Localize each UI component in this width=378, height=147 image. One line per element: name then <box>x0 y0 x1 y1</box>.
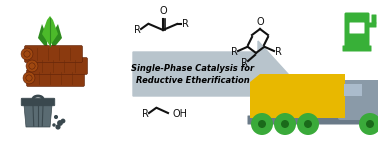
Polygon shape <box>38 24 48 50</box>
Polygon shape <box>42 16 58 46</box>
Text: R: R <box>182 19 189 29</box>
Circle shape <box>359 113 378 135</box>
Text: R: R <box>231 47 237 57</box>
Circle shape <box>57 120 63 126</box>
FancyBboxPatch shape <box>338 80 378 120</box>
FancyBboxPatch shape <box>25 46 82 62</box>
FancyBboxPatch shape <box>29 57 87 75</box>
Circle shape <box>366 120 374 128</box>
Polygon shape <box>344 84 362 96</box>
Circle shape <box>258 120 266 128</box>
FancyBboxPatch shape <box>350 22 364 34</box>
Text: R: R <box>133 25 141 35</box>
FancyBboxPatch shape <box>26 70 85 86</box>
Text: O: O <box>256 17 264 27</box>
Circle shape <box>56 124 60 130</box>
FancyArrow shape <box>133 41 288 107</box>
Circle shape <box>281 120 289 128</box>
Circle shape <box>304 120 312 128</box>
FancyBboxPatch shape <box>342 46 372 51</box>
Text: OH: OH <box>172 109 187 119</box>
Text: R: R <box>142 109 149 119</box>
Polygon shape <box>250 74 345 82</box>
FancyBboxPatch shape <box>248 116 378 125</box>
FancyBboxPatch shape <box>344 12 370 47</box>
Text: R: R <box>274 47 282 57</box>
Text: Single-Phase Catalysis for: Single-Phase Catalysis for <box>132 64 254 72</box>
Text: Reductive Etherification: Reductive Etherification <box>136 76 250 85</box>
Polygon shape <box>52 24 62 50</box>
Circle shape <box>60 119 65 123</box>
Polygon shape <box>24 105 52 127</box>
Circle shape <box>54 115 58 119</box>
Circle shape <box>251 113 273 135</box>
Circle shape <box>274 113 296 135</box>
Circle shape <box>297 113 319 135</box>
Ellipse shape <box>23 72 35 84</box>
Circle shape <box>52 123 56 127</box>
Text: R: R <box>240 58 248 68</box>
FancyBboxPatch shape <box>250 82 345 118</box>
FancyBboxPatch shape <box>21 98 55 106</box>
FancyBboxPatch shape <box>367 22 376 27</box>
Ellipse shape <box>21 48 33 60</box>
Text: O: O <box>159 6 167 16</box>
Ellipse shape <box>26 60 38 72</box>
FancyBboxPatch shape <box>372 15 376 24</box>
